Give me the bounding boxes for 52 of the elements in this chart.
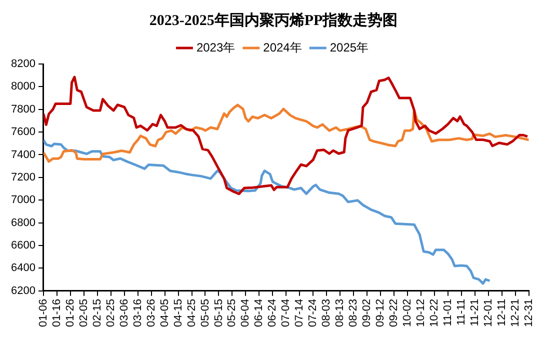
y-tick-label: 8000	[10, 80, 36, 93]
x-tick-label: 12-11	[496, 298, 508, 326]
x-tick-label: 08-13	[334, 298, 346, 328]
y-tick-label: 7800	[10, 103, 36, 116]
x-tick-label: 11-01	[442, 298, 454, 326]
x-tick-label: 07-24	[307, 298, 320, 328]
x-tick-label: 03-06	[118, 298, 130, 328]
x-tick-label: 09-22	[388, 298, 400, 328]
y-tick-label: 6400	[10, 262, 36, 274]
x-tick-label: 12-21	[509, 298, 522, 328]
x-tick-label: 04-25	[186, 298, 198, 328]
x-tick-label: 10-02	[402, 298, 414, 328]
x-tick-label: 05-05	[199, 298, 212, 328]
x-tick-label: 09-12	[374, 298, 387, 328]
x-tick-label: 10-22	[428, 298, 440, 328]
y-tick-label: 7400	[10, 148, 36, 161]
x-tick-label: 05-25	[226, 298, 238, 328]
x-tick-label: 02-15	[91, 298, 104, 328]
x-tick-label: 08-23	[348, 298, 360, 328]
x-tick-label: 04-05	[158, 298, 171, 328]
y-tick-label: 7000	[10, 194, 36, 206]
y-tick-label: 8200	[10, 58, 36, 70]
legend-label: 2024年	[263, 40, 302, 54]
legend-label: 2023年	[196, 40, 236, 54]
x-tick-label: 09-02	[361, 298, 374, 328]
x-tick-label: 12-31	[522, 298, 535, 328]
x-tick-label: 06-04	[240, 298, 252, 328]
x-tick-label: 06-24	[266, 298, 279, 328]
x-tick-label: 07-04	[280, 298, 292, 328]
x-tick-label: 03-26	[145, 298, 158, 328]
x-tick-label: 11-21	[468, 298, 481, 326]
x-tick-label: 04-15	[172, 298, 184, 328]
x-tick-label: 01-26	[64, 298, 76, 328]
y-tick-label: 6600	[10, 240, 36, 252]
x-tick-label: 02-25	[104, 298, 117, 328]
x-tick-label: 02-05	[78, 298, 90, 328]
x-tick-label: 05-15	[212, 298, 225, 328]
x-tick-label: 08-03	[320, 298, 333, 328]
x-tick-label: 11-11	[455, 298, 468, 326]
y-tick-label: 7600	[10, 126, 36, 138]
legend-label: 2025年	[330, 40, 369, 54]
x-tick-label: 10-12	[414, 298, 427, 328]
y-tick-label: 7200	[10, 171, 36, 184]
x-tick-label: 01-16	[50, 298, 63, 328]
x-tick-label: 06-14	[253, 298, 266, 328]
x-tick-label: 12-01	[482, 298, 494, 328]
y-tick-label: 6200	[10, 284, 36, 297]
x-tick-label: 01-06	[38, 298, 50, 328]
x-tick-label: 07-14	[294, 298, 306, 328]
chart-title: 2023-2025年国内聚丙烯PP指数走势图	[149, 12, 398, 29]
x-tick-label: 03-16	[132, 298, 144, 328]
y-tick-label: 6800	[10, 216, 36, 229]
